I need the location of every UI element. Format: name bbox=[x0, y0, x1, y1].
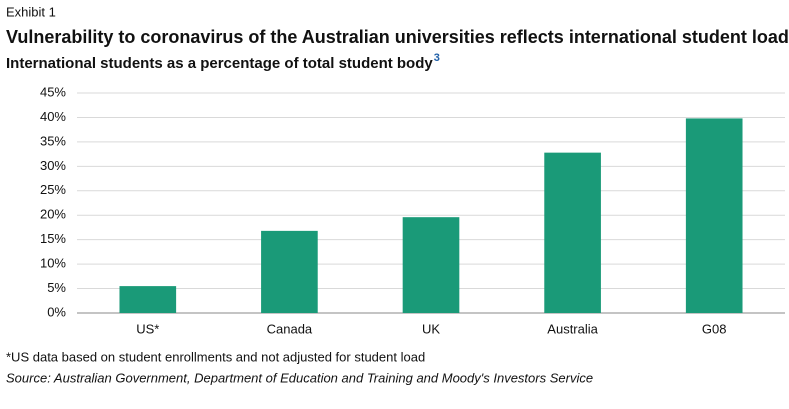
x-tick-label: Canada bbox=[267, 321, 313, 336]
x-tick-label: UK bbox=[422, 321, 440, 336]
source: Source: Australian Government, Departmen… bbox=[6, 370, 593, 385]
y-tick-label: 30% bbox=[40, 158, 66, 173]
bar bbox=[119, 286, 177, 313]
y-tick-label: 40% bbox=[40, 109, 66, 124]
x-tick-label: US* bbox=[136, 321, 159, 336]
exhibit-label: Exhibit 1 bbox=[6, 4, 56, 19]
bar bbox=[544, 152, 601, 313]
y-tick-label: 35% bbox=[40, 133, 66, 148]
chart-subtitle: International students as a percentage o… bbox=[6, 55, 433, 72]
y-tick-label: 5% bbox=[47, 280, 66, 295]
footnote: *US data based on student enrollments an… bbox=[6, 349, 425, 364]
y-tick-label: 0% bbox=[47, 304, 66, 319]
chart-title: Vulnerability to coronavirus of the Aust… bbox=[6, 27, 789, 47]
x-tick-label: Australia bbox=[547, 321, 598, 336]
bar bbox=[402, 217, 460, 313]
y-tick-label: 15% bbox=[40, 231, 66, 246]
bar bbox=[261, 230, 318, 313]
x-tick-label: G08 bbox=[702, 321, 727, 336]
y-tick-label: 20% bbox=[40, 207, 66, 222]
y-tick-label: 25% bbox=[40, 182, 66, 197]
y-tick-label: 10% bbox=[40, 256, 66, 271]
subtitle-superscript: 3 bbox=[434, 52, 440, 64]
y-tick-label: 45% bbox=[40, 84, 66, 99]
bar bbox=[685, 118, 743, 313]
